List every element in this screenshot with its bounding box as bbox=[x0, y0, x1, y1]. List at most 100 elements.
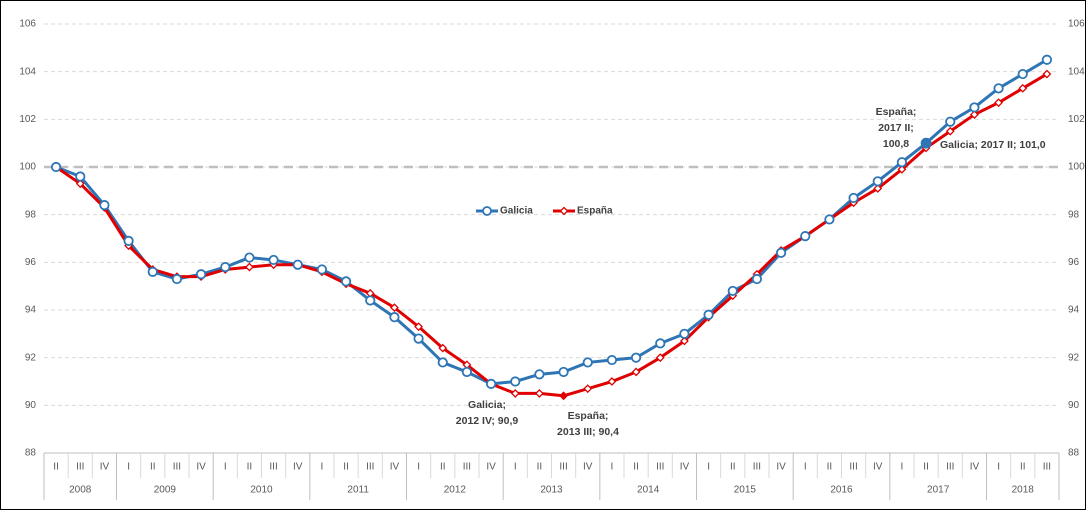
x-tick-label: I bbox=[901, 462, 904, 473]
x-tick-label: IV bbox=[583, 462, 593, 473]
y-tick-label: 102 bbox=[19, 114, 36, 125]
point bbox=[1042, 69, 1052, 79]
annotation: España; bbox=[568, 410, 609, 422]
point bbox=[703, 309, 714, 320]
point bbox=[50, 161, 62, 173]
point bbox=[75, 179, 85, 189]
point bbox=[461, 366, 473, 378]
point bbox=[896, 157, 908, 168]
legend-marker bbox=[559, 206, 569, 216]
point bbox=[606, 354, 618, 366]
point bbox=[510, 376, 521, 387]
y2-tick-label: 92 bbox=[1068, 352, 1080, 363]
x-tick-label: I bbox=[707, 462, 710, 473]
point bbox=[316, 264, 328, 275]
point bbox=[75, 171, 86, 182]
x-tick-label: IV bbox=[970, 462, 980, 473]
point bbox=[292, 259, 303, 270]
x-tick-label: III bbox=[269, 462, 277, 473]
x-group-label: 2015 bbox=[734, 485, 757, 496]
y2-tick-label: 100 bbox=[1068, 162, 1085, 173]
x-tick-label: I bbox=[514, 462, 517, 473]
y-tick-label: 106 bbox=[19, 19, 36, 30]
point bbox=[872, 176, 883, 187]
annotation: Galicia; bbox=[468, 399, 506, 411]
legend-marker bbox=[482, 206, 492, 216]
x-tick-label: II bbox=[730, 462, 736, 473]
x-group-label: 2010 bbox=[250, 485, 273, 496]
x-group-label: 2017 bbox=[927, 485, 950, 496]
point bbox=[244, 252, 255, 263]
x-tick-label: II bbox=[150, 462, 156, 473]
x-tick-label: II bbox=[247, 462, 253, 473]
point bbox=[994, 98, 1003, 108]
x-tick-label: III bbox=[76, 462, 84, 473]
point bbox=[510, 388, 520, 398]
point bbox=[268, 254, 279, 266]
x-group-label: 2009 bbox=[154, 485, 177, 496]
point bbox=[220, 261, 231, 273]
y-tick-label: 104 bbox=[19, 66, 36, 77]
x-tick-label: III bbox=[173, 462, 181, 473]
y2-tick-label: 104 bbox=[1068, 66, 1085, 77]
x-tick-label: III bbox=[753, 462, 761, 473]
x-tick-label: II bbox=[1020, 462, 1026, 473]
point bbox=[1041, 54, 1053, 65]
point bbox=[582, 357, 593, 368]
x-tick-label: I bbox=[127, 462, 130, 473]
x-group-label: 2014 bbox=[637, 485, 660, 496]
point bbox=[534, 388, 544, 398]
point bbox=[147, 266, 158, 277]
point bbox=[945, 116, 956, 127]
point bbox=[365, 295, 376, 306]
x-tick-label: III bbox=[849, 462, 857, 473]
point bbox=[607, 377, 617, 386]
x-group-label: 2016 bbox=[830, 485, 853, 496]
x-tick-label: II bbox=[827, 462, 833, 473]
y-tick-label: 94 bbox=[25, 305, 37, 316]
y-tick-label: 98 bbox=[25, 209, 37, 220]
x-tick-label: II bbox=[633, 462, 639, 473]
point bbox=[195, 269, 207, 280]
annotation: Galicia; 2017 II; 101,0 bbox=[940, 139, 1046, 151]
y-tick-label: 100 bbox=[19, 162, 36, 173]
x-tick-label: I bbox=[224, 462, 227, 473]
x-tick-label: II bbox=[537, 462, 543, 473]
x-tick-label: III bbox=[1043, 462, 1051, 473]
x-group-label: 2011 bbox=[347, 485, 369, 496]
x-tick-label: IV bbox=[100, 462, 110, 473]
point bbox=[969, 110, 979, 119]
series-line bbox=[55, 72, 1048, 398]
y2-tick-label: 90 bbox=[1068, 400, 1080, 411]
y2-tick-label: 102 bbox=[1068, 114, 1085, 125]
point bbox=[630, 352, 642, 363]
point bbox=[437, 357, 448, 368]
x-group-label: 2013 bbox=[540, 485, 563, 496]
x-tick-label: I bbox=[997, 462, 1000, 473]
x-tick-label: I bbox=[804, 462, 807, 473]
point bbox=[897, 164, 907, 174]
point bbox=[559, 391, 569, 401]
point bbox=[485, 378, 497, 389]
point bbox=[679, 336, 689, 346]
point bbox=[171, 273, 183, 285]
point bbox=[534, 369, 545, 380]
x-tick-label: III bbox=[656, 462, 664, 473]
y2-tick-label: 96 bbox=[1068, 257, 1080, 268]
point bbox=[751, 273, 763, 285]
x-tick-label: I bbox=[611, 462, 614, 473]
x-tick-label: IV bbox=[486, 462, 496, 473]
x-tick-label: III bbox=[946, 462, 954, 473]
point bbox=[920, 137, 932, 149]
x-tick-label: II bbox=[440, 462, 446, 473]
x-tick-label: I bbox=[417, 462, 420, 473]
point bbox=[800, 231, 811, 242]
point bbox=[583, 384, 593, 394]
y2-tick-label: 106 bbox=[1068, 19, 1085, 30]
x-tick-label: III bbox=[366, 462, 374, 473]
x-group-label: 2018 bbox=[1012, 485, 1035, 496]
x-tick-label: IV bbox=[196, 462, 206, 473]
point bbox=[969, 102, 980, 113]
legend-label: España bbox=[577, 206, 613, 217]
